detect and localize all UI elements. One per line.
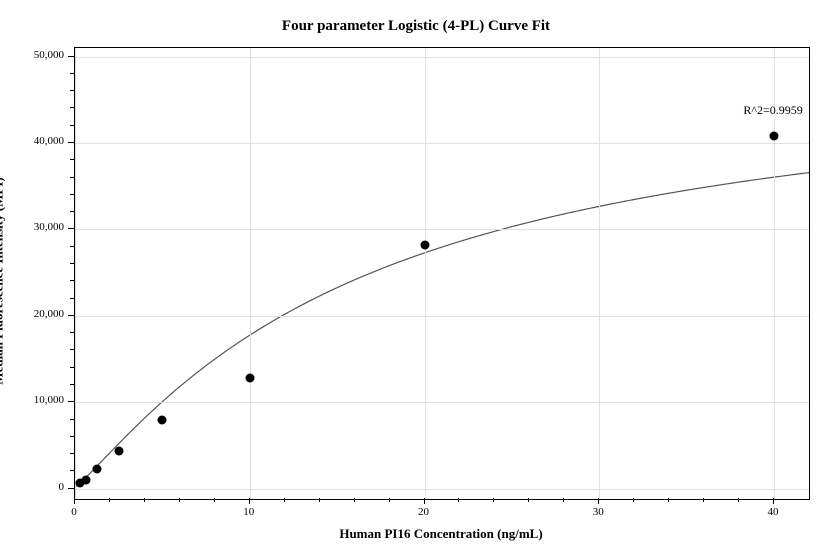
y-minor-tick xyxy=(70,332,74,333)
x-minor-tick xyxy=(179,498,180,502)
chart-title: Four parameter Logistic (4-PL) Curve Fit xyxy=(0,18,832,35)
x-minor-tick xyxy=(214,498,215,502)
x-minor-tick xyxy=(493,498,494,502)
y-minor-tick xyxy=(70,246,74,247)
x-minor-tick xyxy=(389,498,390,502)
y-tick-label: 20,000 xyxy=(0,308,64,320)
y-tick-label: 50,000 xyxy=(0,49,64,61)
gridline-horizontal xyxy=(75,402,809,403)
y-axis-label: Median Fluorescence Intensity (MFI) xyxy=(0,177,6,384)
gridline-horizontal xyxy=(75,316,809,317)
y-minor-tick xyxy=(70,177,74,178)
x-tick-mark xyxy=(598,498,599,504)
r-squared-annotation: R^2=0.9959 xyxy=(743,103,802,118)
y-minor-tick xyxy=(70,419,74,420)
x-tick-mark xyxy=(424,498,425,504)
x-minor-tick xyxy=(703,498,704,502)
gridline-horizontal xyxy=(75,229,809,230)
y-minor-tick xyxy=(70,211,74,212)
data-point xyxy=(245,374,254,383)
y-tick-mark xyxy=(68,228,74,229)
chart-container: Four parameter Logistic (4-PL) Curve Fit… xyxy=(0,0,832,560)
x-tick-mark xyxy=(773,498,774,504)
y-minor-tick xyxy=(70,280,74,281)
data-point xyxy=(158,416,167,425)
y-minor-tick xyxy=(70,263,74,264)
x-tick-mark xyxy=(249,498,250,504)
x-minor-tick xyxy=(633,498,634,502)
x-axis-label: Human PI16 Concentration (ng/mL) xyxy=(74,526,808,542)
x-minor-tick xyxy=(563,498,564,502)
y-minor-tick xyxy=(70,194,74,195)
x-minor-tick xyxy=(354,498,355,502)
gridline-vertical xyxy=(250,48,251,499)
gridline-horizontal xyxy=(75,143,809,144)
x-minor-tick xyxy=(144,498,145,502)
x-tick-label: 30 xyxy=(593,506,604,518)
y-tick-mark xyxy=(68,401,74,402)
data-point xyxy=(81,475,90,484)
y-minor-tick xyxy=(70,349,74,350)
y-minor-tick xyxy=(70,470,74,471)
x-minor-tick xyxy=(458,498,459,502)
x-tick-label: 20 xyxy=(418,506,429,518)
y-minor-tick xyxy=(70,90,74,91)
gridline-horizontal xyxy=(75,57,809,58)
data-point xyxy=(114,447,123,456)
x-tick-mark xyxy=(74,498,75,504)
y-tick-label: 0 xyxy=(0,481,64,493)
y-minor-tick xyxy=(70,73,74,74)
gridline-vertical xyxy=(425,48,426,499)
y-minor-tick xyxy=(70,125,74,126)
data-point xyxy=(420,240,429,249)
y-tick-label: 30,000 xyxy=(0,221,64,233)
y-minor-tick xyxy=(70,107,74,108)
x-minor-tick xyxy=(668,498,669,502)
gridline-vertical xyxy=(75,48,76,499)
y-minor-tick xyxy=(70,436,74,437)
x-tick-label: 0 xyxy=(71,506,77,518)
y-minor-tick xyxy=(70,367,74,368)
x-minor-tick xyxy=(109,498,110,502)
data-point xyxy=(770,132,779,141)
x-tick-label: 10 xyxy=(243,506,254,518)
y-tick-label: 10,000 xyxy=(0,394,64,406)
y-tick-mark xyxy=(68,56,74,57)
plot-area xyxy=(74,47,810,500)
x-minor-tick xyxy=(319,498,320,502)
y-tick-mark xyxy=(68,315,74,316)
x-minor-tick xyxy=(284,498,285,502)
y-minor-tick xyxy=(70,298,74,299)
y-tick-mark xyxy=(68,142,74,143)
y-tick-mark xyxy=(68,488,74,489)
fit-curve-path xyxy=(75,173,809,487)
y-minor-tick xyxy=(70,453,74,454)
y-minor-tick xyxy=(70,384,74,385)
gridline-horizontal xyxy=(75,489,809,490)
y-tick-label: 40,000 xyxy=(0,135,64,147)
fit-curve xyxy=(75,48,809,499)
gridline-vertical xyxy=(599,48,600,499)
y-minor-tick xyxy=(70,159,74,160)
x-minor-tick xyxy=(528,498,529,502)
data-point xyxy=(92,464,101,473)
x-minor-tick xyxy=(738,498,739,502)
x-tick-label: 40 xyxy=(768,506,779,518)
